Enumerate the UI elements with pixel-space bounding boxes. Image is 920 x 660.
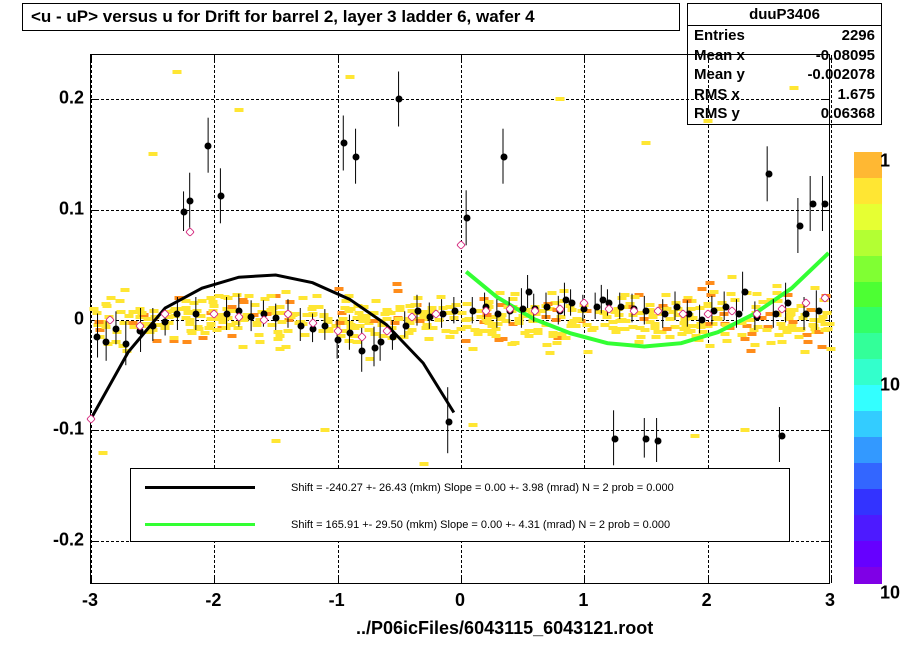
data-point [192, 311, 199, 318]
data-point [618, 303, 625, 310]
fit-legend-row: Shift = 165.91 +- 29.50 (mkm) Slope = 0.… [131, 506, 789, 543]
data-point [815, 308, 822, 315]
data-point [102, 339, 109, 346]
data-point [396, 96, 403, 103]
x-tick-label: 0 [455, 590, 465, 611]
data-point [359, 347, 366, 354]
data-point [797, 223, 804, 230]
x-axis-label: ../P06icFiles/6043115_6043121.root [356, 618, 653, 639]
data-point [673, 303, 680, 310]
data-point [501, 153, 508, 160]
data-point [470, 308, 477, 315]
colorbar-label: 1 [880, 150, 890, 171]
data-point [784, 300, 791, 307]
data-point [778, 432, 785, 439]
data-point [643, 308, 650, 315]
data-point [741, 289, 748, 296]
data-point [186, 197, 193, 204]
data-point [353, 153, 360, 160]
data-point [772, 311, 779, 318]
fit-legend: Shift = -240.27 +- 26.43 (mkm) Slope = 0… [130, 468, 790, 542]
colorbar-label: 10 [880, 582, 900, 603]
x-tick-label: 3 [825, 590, 835, 611]
profile-point [86, 414, 96, 424]
data-point [821, 201, 828, 208]
stats-entries: Entries2296 [688, 26, 881, 46]
x-tick-label: -1 [329, 590, 345, 611]
data-point [593, 303, 600, 310]
data-point [809, 201, 816, 208]
data-point [544, 303, 551, 310]
data-point [803, 311, 810, 318]
data-point [322, 322, 329, 329]
data-point [248, 313, 255, 320]
x-tick-label: -2 [205, 590, 221, 611]
data-point [451, 308, 458, 315]
data-point [371, 344, 378, 351]
data-point [334, 336, 341, 343]
data-point [223, 311, 230, 318]
data-point [377, 339, 384, 346]
data-point [180, 208, 187, 215]
y-tick-label: -0.1 [24, 419, 84, 440]
data-point [217, 193, 224, 200]
data-point [273, 314, 280, 321]
x-tick-label: 2 [702, 590, 712, 611]
data-point [174, 311, 181, 318]
data-point [297, 322, 304, 329]
profile-point [456, 240, 466, 250]
plot-title: <u - uP> versus u for Drift for barrel 2… [22, 3, 680, 31]
data-point [414, 308, 421, 315]
stats-name: duuP3406 [688, 4, 881, 26]
data-point [402, 322, 409, 329]
data-point [149, 322, 156, 329]
fit-legend-row: Shift = -240.27 +- 26.43 (mkm) Slope = 0… [131, 469, 789, 506]
data-point [612, 436, 619, 443]
data-point [661, 311, 668, 318]
data-point [347, 330, 354, 337]
profile-point [185, 227, 195, 237]
colorbar-label: 10 [880, 375, 900, 396]
data-point [735, 311, 742, 318]
x-tick-label: -3 [82, 590, 98, 611]
data-point [655, 438, 662, 445]
data-point [495, 311, 502, 318]
data-point [525, 289, 532, 296]
data-point [162, 319, 169, 326]
y-tick-label: 0 [24, 309, 84, 330]
data-point [94, 333, 101, 340]
data-point [698, 317, 705, 324]
data-point [766, 171, 773, 178]
y-tick-label: -0.2 [24, 529, 84, 550]
y-tick-label: 0.1 [24, 198, 84, 219]
data-point [112, 325, 119, 332]
data-point [643, 436, 650, 443]
data-point [390, 333, 397, 340]
data-point [122, 341, 129, 348]
colorbar [854, 152, 882, 584]
data-point [569, 300, 576, 307]
data-point [519, 305, 526, 312]
data-point [464, 215, 471, 222]
data-point [340, 140, 347, 147]
data-point [445, 418, 452, 425]
data-point [205, 142, 212, 149]
y-tick-label: 0.2 [24, 88, 84, 109]
x-tick-label: 1 [578, 590, 588, 611]
